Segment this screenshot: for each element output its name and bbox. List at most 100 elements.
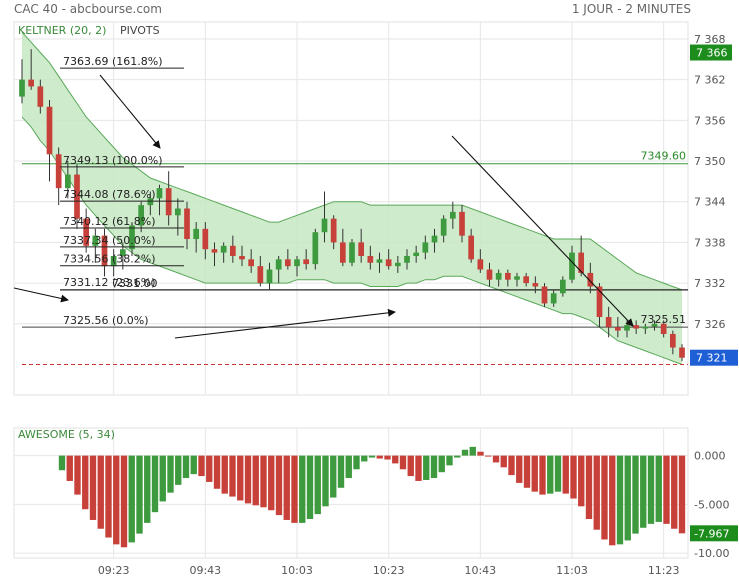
price-tick-label: 7 362 xyxy=(694,74,726,87)
awesome-bar xyxy=(500,455,507,468)
awesome-bar xyxy=(283,455,290,520)
awesome-bar xyxy=(531,455,538,492)
candle-body xyxy=(486,269,493,280)
awesome-bar xyxy=(655,455,662,522)
awesome-bar xyxy=(128,455,135,543)
period-label[interactable]: 1 JOUR - 2 MINUTES xyxy=(571,2,691,16)
candle-body xyxy=(229,245,236,256)
awesome-bar xyxy=(291,455,298,523)
awesome-bar xyxy=(314,455,321,515)
candle-body xyxy=(431,235,438,243)
candle-body xyxy=(459,211,465,236)
awesome-bar xyxy=(275,455,283,516)
awesome-bar xyxy=(469,446,476,456)
awesome-bar xyxy=(120,455,128,548)
keltner-legend: KELTNER (20, 2) xyxy=(18,24,106,37)
candle-body xyxy=(679,347,685,358)
fib-label: 7349.13 (100.0%) xyxy=(63,154,163,167)
top-price-tag xyxy=(690,44,732,61)
time-tick-label: 09:43 xyxy=(189,564,221,577)
candle-body xyxy=(165,188,172,216)
fib-label: 7337.34 (50.0%) xyxy=(63,234,156,247)
candle-body xyxy=(294,259,300,267)
awesome-bar xyxy=(678,455,686,534)
candle-body xyxy=(385,259,392,267)
candle-body xyxy=(303,259,310,265)
panel-labels: KELTNER (20, 2) PIVOTS AWESOME (5, 34) xyxy=(18,24,160,441)
awesome-bar xyxy=(616,455,624,545)
candle-body xyxy=(605,317,612,328)
awesome-bar xyxy=(671,455,678,529)
awesome-bar xyxy=(523,455,531,488)
awesome-bar xyxy=(175,455,182,485)
awesome-bar xyxy=(66,455,73,481)
candle-body xyxy=(138,205,145,226)
main-panel-frame xyxy=(13,21,689,396)
awesome-bar xyxy=(454,455,461,458)
candle-body xyxy=(449,211,456,219)
candle-body xyxy=(541,286,548,304)
pivot-label: 7331.00 xyxy=(112,277,158,290)
awesome-bar xyxy=(399,455,407,470)
awesome-bar xyxy=(190,455,197,475)
candle-body xyxy=(37,86,44,107)
keltner-upper-line xyxy=(21,31,683,291)
awesome-bar xyxy=(562,455,569,494)
awesome-bar xyxy=(151,455,159,513)
awesome-bar xyxy=(423,455,430,480)
awesome-bar xyxy=(578,455,585,507)
awesome-bar xyxy=(570,455,577,499)
candle-body xyxy=(651,323,658,327)
candle-body xyxy=(266,269,273,284)
candle-body xyxy=(211,249,218,253)
candle-body xyxy=(275,259,282,270)
awesome-bar xyxy=(492,455,500,463)
awesome-bar xyxy=(353,455,360,470)
awesome-bar xyxy=(345,455,352,479)
awesome-tick-label: -5.000 xyxy=(694,498,729,511)
awesome-bar xyxy=(260,455,267,508)
top-price-tag-text: 7 366 xyxy=(696,47,728,60)
trend-arrow xyxy=(451,135,634,327)
awesome-bar xyxy=(430,455,438,479)
candle-body xyxy=(504,272,511,280)
candle-body xyxy=(633,325,640,329)
candle-body xyxy=(321,218,328,233)
awesome-bar xyxy=(593,455,600,530)
time-tick-label: 11:23 xyxy=(648,564,680,577)
awesome-bar xyxy=(376,455,383,459)
awesome-tick-label: -10.00 xyxy=(694,547,729,560)
awesome-bar xyxy=(647,455,655,524)
candle-body xyxy=(220,245,227,253)
candle-body xyxy=(101,235,108,267)
fib-label: 7344.08 (78.6%) xyxy=(63,188,156,201)
candle-body xyxy=(184,208,190,240)
candle-body xyxy=(559,279,566,294)
candle-body xyxy=(614,327,621,331)
candle-body xyxy=(339,242,346,263)
candle-body xyxy=(550,293,557,304)
awesome-bar xyxy=(609,455,616,546)
awesome-bar xyxy=(547,455,554,494)
awesome-bar xyxy=(182,455,190,479)
candle-body xyxy=(596,286,603,318)
awesome-bar xyxy=(368,455,376,458)
fibonacci-levels: 7363.69 (161.8%) 7349.13 (100.0%) 7344.08 … xyxy=(60,55,184,327)
awesome-oscillator: 0.000 -5.000 -10.00 -7.967 xyxy=(14,446,738,560)
awesome-bar xyxy=(144,455,151,523)
awesome-bar xyxy=(244,455,252,504)
candle-body xyxy=(28,79,35,87)
price-tick-label: 7 338 xyxy=(694,236,726,249)
awesome-bar xyxy=(198,455,205,477)
candle-body xyxy=(46,106,53,155)
awesome-bar xyxy=(268,455,275,511)
awesome-bar xyxy=(361,455,368,462)
candle-body xyxy=(514,276,520,280)
candle-body xyxy=(129,225,135,250)
awesome-bar xyxy=(136,455,143,534)
awesome-bar xyxy=(206,455,213,482)
awesome-bar xyxy=(539,455,546,495)
awesome-bar xyxy=(438,455,445,473)
price-tick-label: 7 344 xyxy=(694,196,726,209)
candle-body xyxy=(587,272,594,287)
